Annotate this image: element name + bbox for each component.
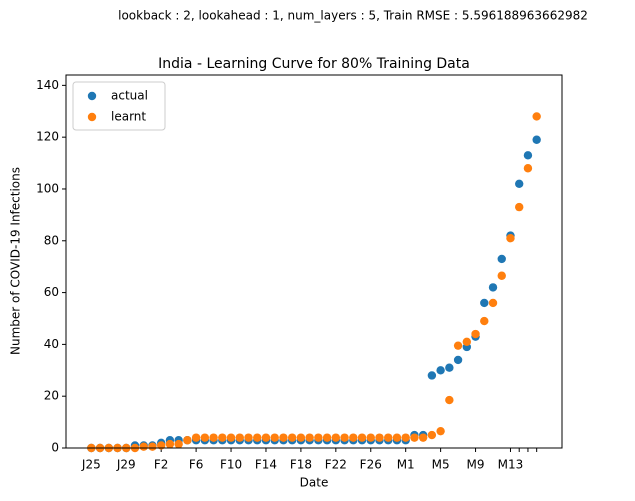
point bbox=[497, 271, 506, 280]
point bbox=[410, 433, 419, 442]
y-tick-label: 0 bbox=[51, 441, 59, 455]
x-tick-label: F2 bbox=[154, 458, 169, 472]
y-tick-label: 80 bbox=[44, 233, 59, 247]
point bbox=[453, 341, 463, 350]
x-tick-label: F26 bbox=[360, 458, 382, 472]
y-tick-label: 20 bbox=[44, 389, 59, 403]
point bbox=[296, 433, 306, 442]
point bbox=[488, 283, 498, 292]
x-tick-label: F6 bbox=[189, 458, 204, 472]
x-tick-label: F22 bbox=[325, 458, 347, 472]
point bbox=[287, 433, 297, 442]
point bbox=[462, 337, 472, 346]
point bbox=[515, 202, 524, 212]
point bbox=[453, 355, 463, 365]
point bbox=[436, 426, 445, 436]
point bbox=[314, 433, 323, 442]
point bbox=[270, 433, 279, 442]
point bbox=[235, 433, 244, 442]
point bbox=[226, 433, 236, 442]
point bbox=[183, 436, 192, 445]
point bbox=[218, 433, 227, 442]
point bbox=[445, 395, 454, 405]
x-tick-label: J25 bbox=[81, 458, 101, 472]
point bbox=[139, 442, 148, 451]
suptitle: lookback : 2, lookahead : 1, num_layers … bbox=[118, 9, 588, 23]
legend-marker bbox=[87, 91, 97, 101]
x-tick-label: M1 bbox=[397, 458, 415, 472]
legend-label: learnt bbox=[111, 110, 146, 124]
point bbox=[532, 135, 541, 144]
point bbox=[357, 433, 367, 442]
x-tick-label: F18 bbox=[290, 458, 312, 472]
point bbox=[165, 439, 175, 449]
point bbox=[436, 366, 445, 375]
x-axis-label: Date bbox=[300, 476, 329, 490]
point bbox=[261, 433, 271, 442]
point bbox=[480, 316, 489, 326]
point bbox=[253, 433, 262, 442]
point bbox=[375, 433, 384, 442]
point bbox=[480, 298, 489, 308]
y-tick-label: 120 bbox=[36, 130, 59, 144]
x-tick-label: M13 bbox=[498, 458, 524, 472]
point bbox=[445, 363, 454, 372]
point bbox=[340, 433, 349, 442]
axes-frame bbox=[65, 74, 563, 449]
point bbox=[279, 433, 288, 442]
point bbox=[401, 433, 410, 442]
y-tick-label: 60 bbox=[44, 285, 59, 299]
point bbox=[349, 433, 358, 442]
point bbox=[515, 179, 524, 188]
chart-title: India - Learning Curve for 80% Training … bbox=[158, 56, 470, 72]
legend-marker bbox=[87, 112, 97, 122]
legend-label: actual bbox=[111, 89, 148, 103]
point bbox=[384, 433, 393, 442]
y-tick-label: 140 bbox=[36, 78, 59, 92]
point bbox=[506, 233, 515, 243]
point bbox=[497, 254, 506, 264]
point bbox=[392, 433, 402, 442]
point bbox=[191, 433, 201, 442]
y-tick-label: 100 bbox=[36, 181, 59, 195]
y-axis-label: Number of COVID-19 Infections bbox=[9, 167, 23, 355]
y-tick-label: 40 bbox=[44, 337, 59, 351]
x-tick-label: J29 bbox=[116, 458, 136, 472]
point bbox=[148, 442, 157, 451]
point bbox=[331, 433, 341, 442]
point bbox=[200, 433, 210, 442]
point bbox=[244, 433, 253, 442]
point bbox=[471, 329, 480, 339]
point bbox=[488, 298, 498, 308]
x-tick-label: F10 bbox=[220, 458, 242, 472]
point bbox=[427, 371, 437, 380]
point bbox=[305, 433, 314, 442]
point bbox=[427, 430, 437, 440]
point bbox=[523, 164, 533, 173]
point bbox=[322, 433, 332, 442]
point bbox=[209, 433, 218, 442]
point bbox=[523, 151, 533, 160]
x-tick-label: M5 bbox=[432, 458, 450, 472]
x-tick-label: F14 bbox=[255, 458, 277, 472]
x-tick-label: M9 bbox=[467, 458, 485, 472]
point bbox=[532, 112, 541, 121]
point bbox=[174, 439, 183, 449]
point bbox=[366, 433, 375, 442]
point bbox=[418, 433, 428, 442]
